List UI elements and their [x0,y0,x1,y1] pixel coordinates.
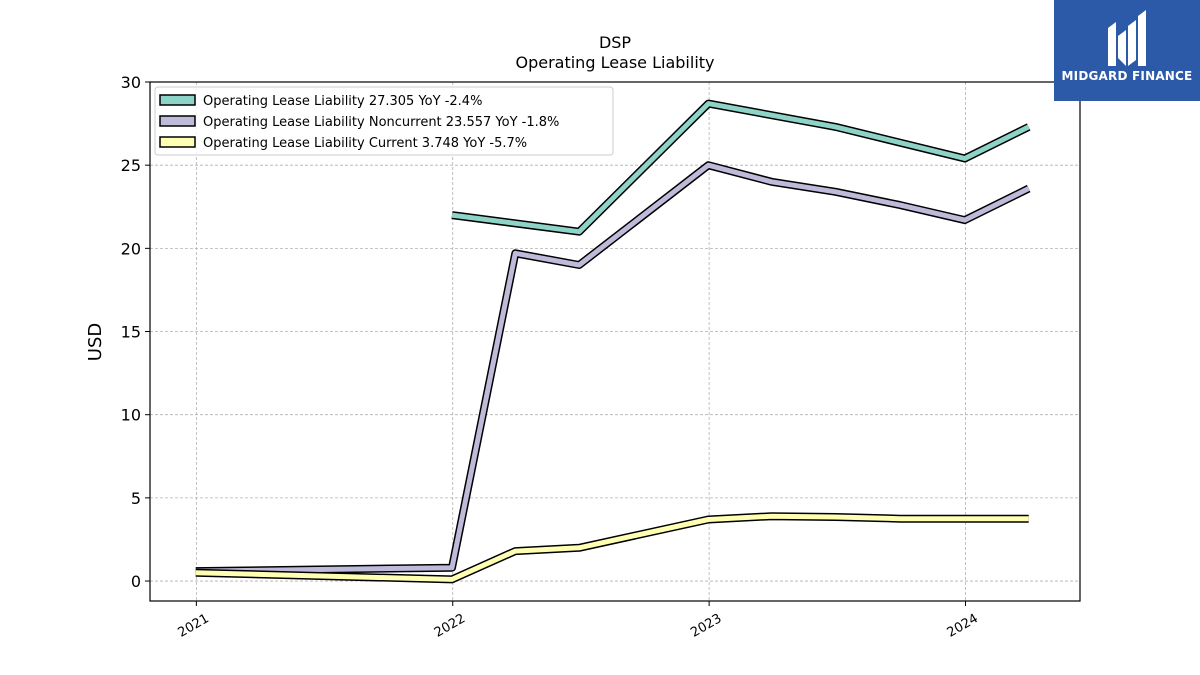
series-line [451,99,1031,236]
y-tick-label: 20 [121,239,141,258]
series-line [195,512,1029,584]
legend-label: Operating Lease Liability Noncurrent 23.… [203,115,559,130]
series-fill [451,101,1030,235]
logo-mark-icon [1108,10,1146,66]
y-tick-label: 15 [121,323,141,342]
plot-area-frame [149,81,1081,602]
chart-title: DSP [599,33,631,52]
x-tick-label: 2022 [432,611,468,641]
legend-label: Operating Lease Liability Current 3.748 … [203,136,527,151]
y-tick-label: 0 [131,572,141,591]
series-outline [195,161,1031,576]
legend-swatch [159,136,196,148]
logo-text: MIDGARD FINANCE [1061,69,1193,83]
chart-subtitle: Operating Lease Liability [515,53,714,72]
series-fill [195,162,1030,574]
legend-item: Operating Lease Liability 27.305 YoY -2.… [159,94,482,109]
x-tick-label: 2023 [688,611,724,641]
series-line [195,161,1031,576]
x-tick-label: 2021 [176,611,212,641]
y-tick-label: 10 [121,406,141,425]
y-tick-label: 25 [121,156,141,175]
legend-frame [154,86,614,156]
legend: Operating Lease Liability 27.305 YoY -2.… [154,86,614,156]
legend-label: Operating Lease Liability 27.305 YoY -2.… [203,94,482,109]
legend-swatch [159,94,196,106]
legend-item: Operating Lease Liability Current 3.748 … [159,136,527,151]
legend-item: Operating Lease Liability Noncurrent 23.… [159,115,559,130]
x-tick-label: 2024 [945,611,981,641]
legend-swatch [159,115,196,127]
brand-logo: MIDGARD FINANCE [1054,0,1200,101]
y-tick-label: 5 [131,489,141,508]
y-axis-label: USD [85,323,106,361]
y-tick-label: 30 [121,73,141,92]
series-fill [195,513,1029,582]
